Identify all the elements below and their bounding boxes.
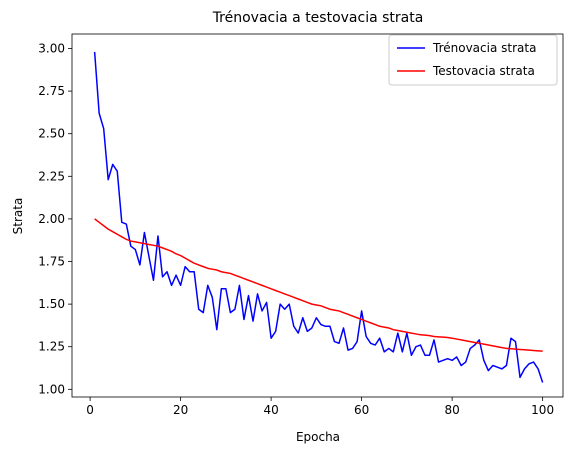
y-tick-label: 2.00 [38,212,65,226]
x-tick-label: 100 [531,403,554,417]
y-axis: 1.00 1.25 1.50 1.75 2.00 2.25 2.50 2.75 3.00 [38,41,72,396]
x-axis: 0 20 40 60 80 100 [86,397,554,417]
y-tick-label: 2.25 [38,169,65,183]
x-tick-label: 40 [263,403,278,417]
x-axis-title: Epocha [296,430,340,444]
plot-area [93,51,544,383]
x-tick-label: 0 [86,403,94,417]
x-tick-label: 60 [354,403,369,417]
y-tick-label: 2.50 [38,127,65,141]
x-tick-label: 80 [444,403,459,417]
legend-label-train: Trénovacia strata [432,41,536,55]
x-tick-label: 20 [173,403,188,417]
y-tick-label: 1.25 [38,340,65,354]
legend-label-test: Testovacia strata [432,64,535,78]
legend-box [388,34,558,86]
legend: Trénovacia strata Testovacia strata [388,34,558,86]
y-tick-label: 1.00 [38,382,65,396]
chart-title: Trénovacia a testovacia strata [212,10,424,26]
y-tick-label: 2.75 [38,84,65,98]
y-tick-label: 1.75 [38,255,65,269]
y-axis-title: Strata [11,198,25,235]
training-loss-line [93,51,544,383]
plot-frame [71,33,564,398]
y-tick-label: 3.00 [38,41,65,55]
y-tick-label: 1.50 [38,297,65,311]
test-loss-line [94,218,543,352]
